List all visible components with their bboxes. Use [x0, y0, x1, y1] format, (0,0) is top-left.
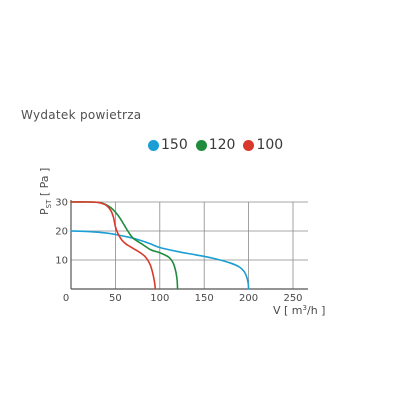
x-tick-label: 100	[150, 293, 169, 304]
series-line-150	[70, 230, 250, 290]
y-axis-label: PST [ Pa ]	[38, 168, 53, 215]
chart-ticks: 0 50 100 150 200 250 10 20 30	[55, 198, 302, 305]
legend-item-100: 100	[243, 137, 283, 153]
chart-series	[70, 201, 250, 290]
chart-grid	[71, 201, 308, 289]
x-tick-label: 50	[109, 293, 122, 304]
x-tick-label: 150	[195, 293, 214, 304]
legend-label-120: 120	[208, 137, 236, 153]
chart-legend: 150 120 100	[148, 137, 283, 153]
y-tick-label: 10	[55, 256, 68, 267]
legend-item-150: 150	[148, 137, 188, 153]
chart-axes	[70, 200, 308, 290]
legend-swatch-120	[195, 139, 207, 151]
legend-swatch-150	[148, 139, 159, 151]
legend-label-100: 100	[256, 137, 284, 153]
series-line-100	[70, 201, 157, 290]
y-tick-label: 20	[55, 227, 68, 238]
legend-item-120: 120	[195, 137, 236, 153]
x-axis-label: V [ m3/h ]	[273, 304, 325, 317]
x-tick-label: 250	[283, 293, 302, 304]
series-line-120	[70, 201, 179, 290]
legend-swatch-100	[243, 139, 255, 151]
x-tick-label: 200	[239, 293, 258, 304]
x-tick-label: 0	[63, 293, 69, 304]
y-tick-label: 30	[55, 198, 68, 209]
chart-title: Wydatek powietrza	[21, 108, 142, 122]
legend-label-150: 150	[161, 137, 188, 153]
